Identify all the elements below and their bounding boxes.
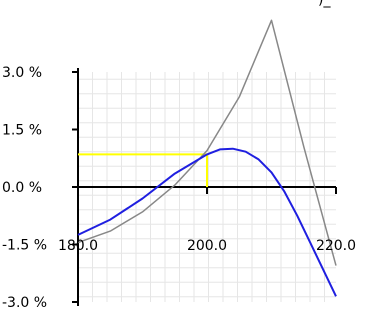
y-tick-label: 3.0 % (2, 65, 42, 81)
tick-labels: 3.0 % 1.5 % 0.0 % -1.5 % -3.0 % 180.0 200.0 220… (2, 65, 356, 311)
x-tick-label: 220.0 (316, 238, 356, 254)
x-tick-label: 180.0 (58, 238, 98, 254)
y-tick-label: 0.0 % (2, 180, 42, 196)
x-tick-label: 200.0 (187, 238, 227, 254)
series-line-1 (77, 19, 337, 266)
top-clipped-label: )_ (318, 0, 331, 8)
tick-marks (72, 71, 337, 303)
y-tick-label: 1.5 % (2, 123, 42, 139)
crosshair-highlight (78, 153, 208, 187)
series-line-2 (77, 147, 337, 297)
series-lines (77, 19, 337, 297)
y-tick-label: -3.0 % (2, 295, 47, 311)
y-tick-label: -1.5 % (2, 238, 47, 254)
